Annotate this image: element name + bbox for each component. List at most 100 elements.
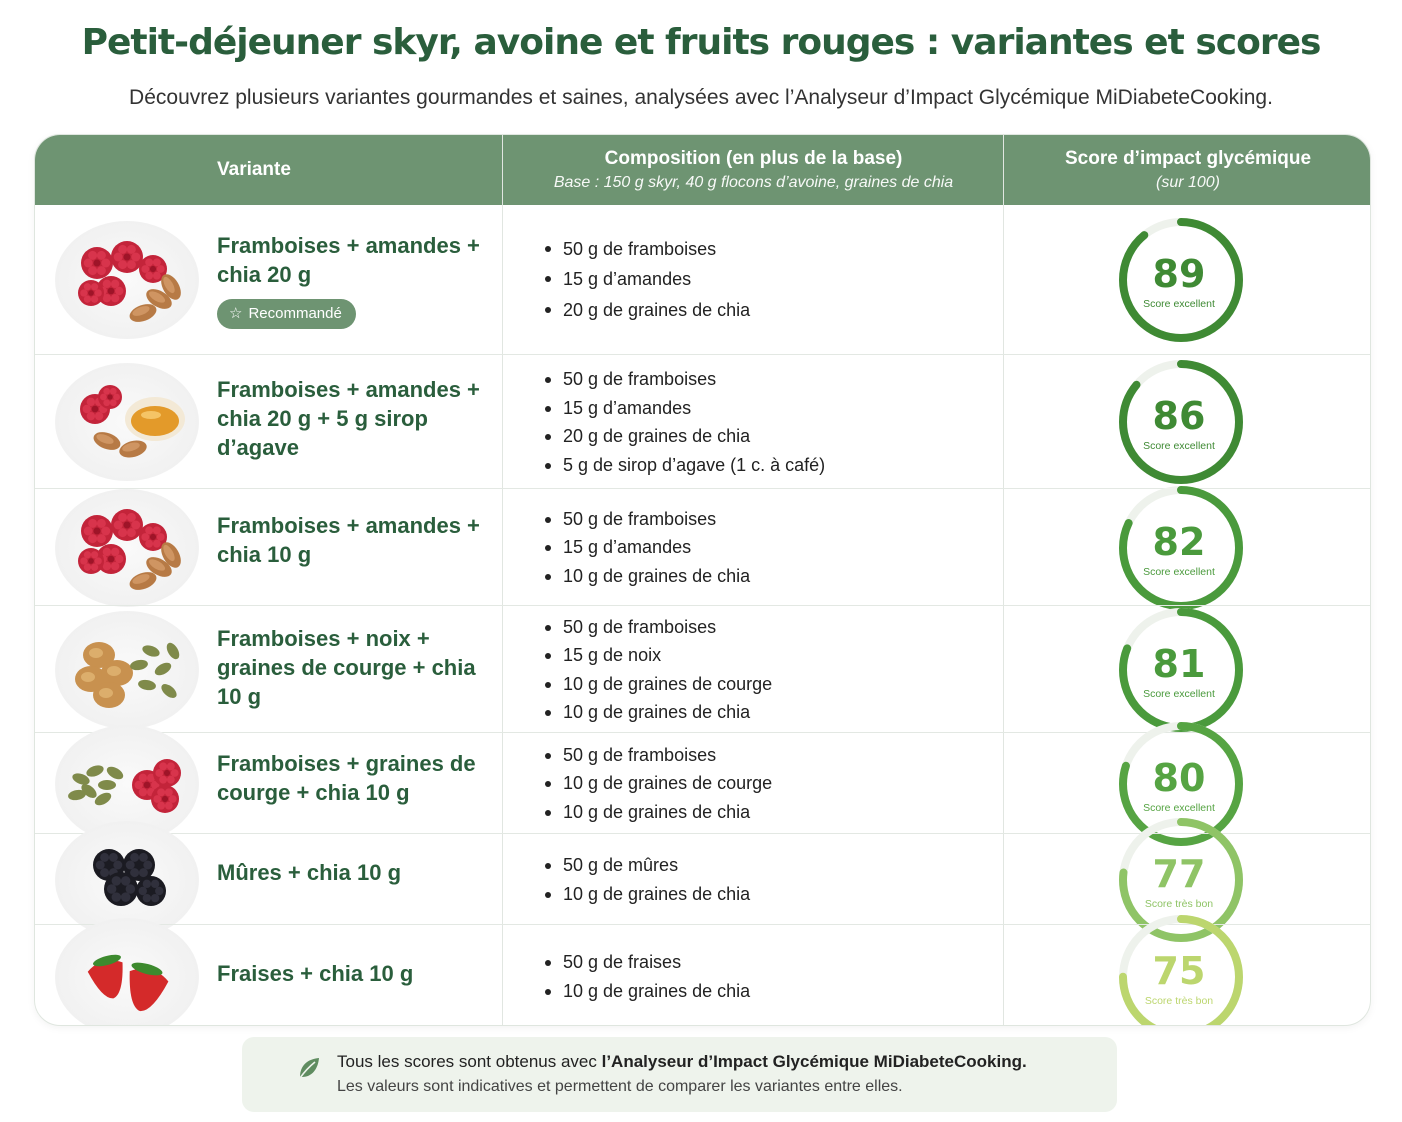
score-value: 86 xyxy=(1153,394,1206,438)
score-gauge-arc xyxy=(1119,217,1243,342)
score-value: 81 xyxy=(1153,642,1206,686)
score-gauge: 82 Score excellent xyxy=(1119,485,1243,610)
composition-item: 10 g de graines de courge xyxy=(543,769,983,798)
header-score: Score d’impact glycémique (sur 100) xyxy=(1004,135,1370,205)
score-gauge: 75 Score très bon xyxy=(1119,914,1243,1025)
table-row: Framboises + amandes + chia 10 g 50 g de … xyxy=(35,485,1370,610)
score-gauge-arc xyxy=(1119,721,1243,846)
variant-name-text: Framboises + amandes + chia 20 g + 5 g s… xyxy=(217,377,480,460)
composition-item: 50 g de framboises xyxy=(543,741,983,770)
footnote-analyzer-name: l’Analyseur d’Impact Glycémique MiDiabet… xyxy=(601,1052,1027,1071)
variant-name-text: Framboises + graines de courge + chia 10… xyxy=(217,751,476,805)
variant-name: Fraises + chia 10 g xyxy=(217,959,487,988)
score-gauge: 77 Score très bon xyxy=(1119,817,1243,942)
score-label: Score excellent xyxy=(1143,688,1215,700)
variant-name-text: Framboises + amandes + chia 10 g xyxy=(217,513,480,567)
walnuts-pumpkin-seeds-illustration xyxy=(75,641,180,708)
star-icon: ☆ xyxy=(229,305,243,322)
composition-item: 50 g de framboises xyxy=(543,505,983,534)
score-value: 89 xyxy=(1153,252,1206,296)
table-row: Framboises + noix + graines de courge + … xyxy=(35,605,1370,733)
composition-item: 20 g de graines de chia xyxy=(543,295,983,326)
footnote-line-1: Tous les scores sont obtenus avec l’Anal… xyxy=(337,1052,1027,1072)
score-value: 75 xyxy=(1153,949,1206,993)
variant-name-text: Framboises + amandes + chia 20 g xyxy=(217,233,480,287)
raspberries-almonds-illustration xyxy=(78,508,181,590)
header-score-scale: (sur 100) xyxy=(1155,174,1221,191)
score-label: Score excellent xyxy=(1143,566,1215,578)
score-gauge: 86 Score excellent xyxy=(1119,360,1243,484)
variants-table: Variante Composition (en plus de la base… xyxy=(34,134,1371,1026)
header-composition-base: Base : 150 g skyr, 40 g flocons d’avoine… xyxy=(553,174,954,191)
composition-item: 10 g de graines de chia xyxy=(543,977,983,1006)
table-row: Framboises + amandes + chia 20 g ☆ Recomma… xyxy=(35,205,1370,354)
composition-item: 10 g de graines de chia xyxy=(543,798,983,827)
variant-name: Framboises + graines de courge + chia 10… xyxy=(217,749,487,807)
header-score-label: Score d’impact glycémique xyxy=(1064,148,1312,169)
composition-item: 10 g de graines de chia xyxy=(543,698,983,727)
composition-list: 50 g de mûres 10 g de graines de chia xyxy=(543,834,983,925)
variant-name: Framboises + amandes + chia 20 g ☆ Recomma… xyxy=(217,231,487,329)
composition-item: 50 g de fraises xyxy=(543,948,983,977)
composition-list: 50 g de framboises 10 g de graines de cou… xyxy=(543,733,983,834)
composition-item: 15 g de noix xyxy=(543,641,983,670)
page-title: Petit-déjeuner skyr, avoine et fruits ro… xyxy=(81,22,1322,63)
variant-image xyxy=(55,488,199,607)
variant-image xyxy=(55,610,199,729)
variant-image xyxy=(55,220,199,339)
page-subtitle: Découvrez plusieurs variantes gourmandes… xyxy=(129,86,1273,109)
composition-item: 50 g de framboises xyxy=(543,613,983,642)
header-composition-label: Composition (en plus de la base) xyxy=(604,148,903,169)
table-header: Variante Composition (en plus de la base… xyxy=(35,135,1370,205)
composition-list: 50 g de framboises 15 g d’amandes 20 g de … xyxy=(543,205,983,354)
composition-item: 15 g d’amandes xyxy=(543,394,983,423)
score-value: 80 xyxy=(1153,756,1206,800)
score-value: 82 xyxy=(1153,520,1206,564)
composition-item: 10 g de graines de chia xyxy=(543,880,983,909)
blackberries-illustration xyxy=(93,848,166,906)
variant-name-text: Mûres + chia 10 g xyxy=(217,860,402,885)
header-composition: Composition (en plus de la base) Base : … xyxy=(503,135,1004,205)
composition-item: 50 g de framboises xyxy=(543,365,983,394)
variant-name: Framboises + amandes + chia 10 g xyxy=(217,511,487,569)
variant-name: Framboises + noix + graines de courge + … xyxy=(217,624,487,711)
composition-item: 5 g de sirop d’agave (1 c. à café) xyxy=(543,451,983,480)
variant-name: Framboises + amandes + chia 20 g + 5 g s… xyxy=(217,375,487,462)
variant-name-text: Framboises + noix + graines de courge + … xyxy=(217,626,476,709)
badge-label: Recommandé xyxy=(248,305,342,322)
composition-item: 50 g de mûres xyxy=(543,851,983,880)
variant-image xyxy=(55,917,199,1025)
header-variant-label: Variante xyxy=(217,159,291,180)
pumpkin-seeds-raspberries-illustration xyxy=(68,758,181,813)
recommended-badge: ☆ Recommandé xyxy=(217,299,356,329)
score-gauge: 80 Score excellent xyxy=(1119,721,1243,846)
column-divider xyxy=(1003,135,1004,1025)
variant-image xyxy=(55,363,199,481)
composition-item: 10 g de graines de courge xyxy=(543,670,983,699)
variant-image xyxy=(55,724,199,843)
composition-item: 15 g d’amandes xyxy=(543,264,983,295)
score-gauge-arc xyxy=(1119,817,1243,942)
table-row: Framboises + amandes + chia 20 g + 5 g s… xyxy=(35,354,1370,489)
score-gauge-arc xyxy=(1119,914,1243,1025)
table-row: Fraises + chia 10 g 50 g de fraises 10 g d… xyxy=(35,914,1370,1025)
raspberries-almonds-illustration xyxy=(78,240,181,322)
score-label: Score très bon xyxy=(1145,995,1213,1007)
strawberries-illustration xyxy=(87,954,169,1011)
composition-item: 20 g de graines de chia xyxy=(543,422,983,451)
footnote-text: Tous les scores sont obtenus avec xyxy=(337,1052,602,1071)
variant-name-text: Fraises + chia 10 g xyxy=(217,961,414,986)
score-label: Score très bon xyxy=(1145,898,1213,910)
composition-list: 50 g de framboises 15 g d’amandes 20 g de … xyxy=(543,355,983,489)
leaf-icon xyxy=(299,1058,319,1079)
column-divider xyxy=(502,135,503,1025)
score-gauge: 89 Score excellent xyxy=(1119,217,1243,342)
raspberries-almonds-agave-illustration xyxy=(80,385,185,458)
variant-name: Mûres + chia 10 g xyxy=(217,858,487,887)
composition-list: 50 g de framboises 15 g d’amandes 10 g de … xyxy=(543,489,983,606)
score-label: Score excellent xyxy=(1143,298,1215,310)
composition-list: 50 g de fraises 10 g de graines de chia xyxy=(543,925,983,1025)
score-value: 77 xyxy=(1153,852,1206,896)
score-gauge-arc xyxy=(1119,360,1243,484)
composition-list: 50 g de framboises 15 g de noix 10 g de gr… xyxy=(543,606,983,733)
